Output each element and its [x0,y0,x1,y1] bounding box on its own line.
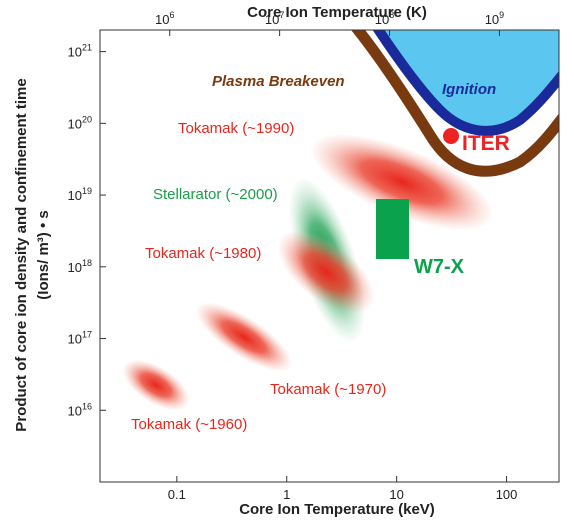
region-tokamak-1960 [123,360,189,410]
label-tokamak-1970: Tokamak (~1970) [270,381,386,398]
label-tokamak-1990: Tokamak (~1990) [178,120,294,137]
breakeven-curve [351,30,559,177]
label-ignition: Ignition [442,81,496,98]
y-axis-title-line1: Product of core ion density and confinem… [13,78,30,431]
x2-tick-label: 107 [265,10,284,27]
label-tokamak-1980: Tokamak (~1980) [145,245,261,262]
label-stellarator-2000: Stellarator (~2000) [153,186,278,203]
x-axis-title: Core Ion Temperature (keV) [239,501,435,518]
regions [123,134,492,410]
iter-point [443,128,459,144]
region-tokamak-1980 [278,231,374,313]
w7x-marker [376,199,409,259]
threshold-curves [351,30,559,177]
y-axis-ticks: 1016 1017 1018 1019 1020 1021 [68,43,106,418]
label-plasma-breakeven: Plasma Breakeven [212,73,345,90]
x2-tick-label: 109 [485,10,504,27]
y-tick-label: 1019 [68,186,92,203]
x-tick-label: 1 [283,487,290,502]
y-tick-label: 1020 [68,114,92,131]
x2-axis-ticks: 106 107 108 109 [155,10,504,36]
x-tick-label: 0.1 [168,487,186,502]
region-tokamak-1970 [196,303,292,371]
label-w7x: W7-X [414,256,465,278]
x-tick-label: 10 [389,487,403,502]
y-axis-title-line2: (Ions/ m³) • s [35,210,52,299]
ignition-region [372,30,559,136]
y-tick-label: 1017 [68,330,92,347]
x2-tick-label: 106 [155,10,174,27]
y-tick-label: 1018 [68,258,92,275]
x-axis-ticks: 0.1 1 10 100 [168,476,518,502]
y-tick-label: 1016 [68,401,92,418]
plot-frame [99,29,560,483]
y-tick-label: 1021 [68,43,92,60]
x-tick-label: 100 [496,487,518,502]
label-tokamak-1960: Tokamak (~1960) [131,416,247,433]
x2-tick-label: 108 [375,10,394,27]
x2-axis-title: Core Ion Temperature (K) [247,4,427,21]
label-iter: ITER [462,132,510,155]
region-tokamak-1990 [312,134,492,230]
